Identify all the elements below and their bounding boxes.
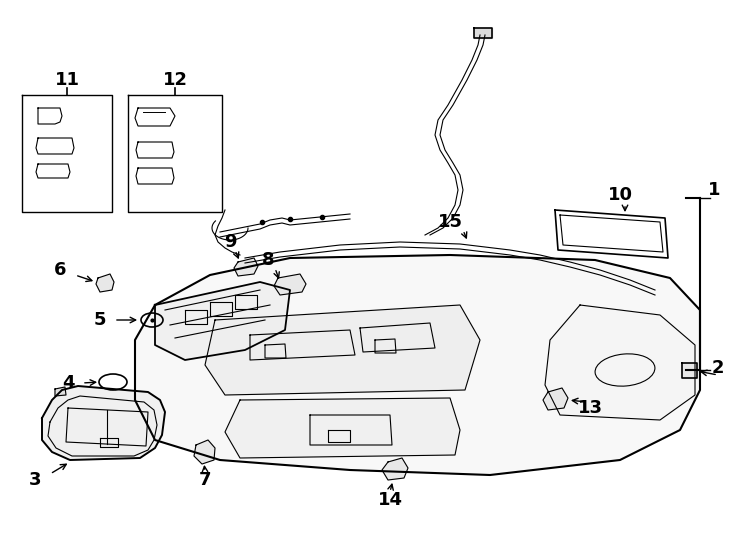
Text: 4: 4 — [62, 374, 74, 392]
Text: 10: 10 — [608, 186, 633, 204]
Polygon shape — [682, 363, 697, 378]
Polygon shape — [225, 398, 460, 458]
Text: 8: 8 — [262, 251, 275, 269]
Polygon shape — [55, 387, 66, 396]
Text: 3: 3 — [29, 471, 41, 489]
Text: 11: 11 — [54, 71, 79, 89]
Polygon shape — [135, 255, 700, 475]
Text: 2: 2 — [712, 359, 724, 377]
Polygon shape — [194, 440, 215, 464]
Polygon shape — [96, 274, 114, 292]
Polygon shape — [382, 458, 408, 480]
Text: 5: 5 — [94, 311, 106, 329]
Polygon shape — [205, 305, 480, 395]
Polygon shape — [42, 386, 165, 460]
Polygon shape — [274, 274, 306, 295]
Text: 7: 7 — [199, 471, 211, 489]
Polygon shape — [545, 305, 695, 420]
Text: 9: 9 — [224, 233, 236, 251]
Polygon shape — [543, 388, 568, 410]
Polygon shape — [234, 258, 258, 276]
Text: 6: 6 — [54, 261, 66, 279]
Text: 1: 1 — [708, 181, 720, 199]
Text: 14: 14 — [377, 491, 402, 509]
Polygon shape — [155, 282, 290, 360]
Polygon shape — [474, 28, 492, 38]
Text: 13: 13 — [578, 399, 603, 417]
Text: 12: 12 — [162, 71, 187, 89]
Text: 15: 15 — [437, 213, 462, 231]
